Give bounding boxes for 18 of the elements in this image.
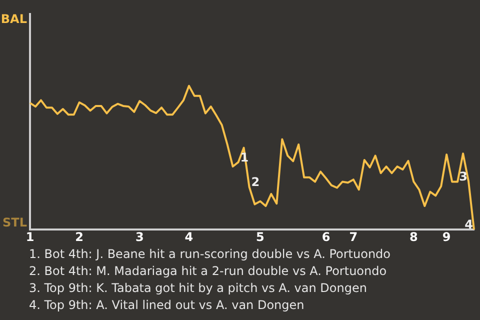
text: STL xyxy=(2,216,28,230)
x-tick-label: 5 xyxy=(256,230,264,244)
text: 3. Top 9th: K. Tabata got hit by a pitch vs A. van Dongen xyxy=(29,280,368,297)
text: 2. Bot 4th: M. Madariaga hit a 2-run double vs A. Portuondo xyxy=(29,263,388,280)
x-tick-label: 2 xyxy=(75,230,84,244)
x-tick-label: 9 xyxy=(442,230,451,244)
annotation: 2 xyxy=(251,175,260,190)
annotation: 4 xyxy=(464,218,473,232)
x-tick-label: 6 xyxy=(322,230,330,244)
x-tick-label: 3 xyxy=(135,230,144,244)
annotation: 3 xyxy=(459,169,468,184)
x-tick-label: 8 xyxy=(410,230,418,244)
x-tick-label: 1 xyxy=(26,230,34,244)
x-tick-label: 7 xyxy=(349,230,358,244)
text: 4. Top 9th: A. Vital lined out vs A. van Dongen xyxy=(29,297,306,314)
x-tick-label: 4 xyxy=(184,230,194,244)
text: 1. Bot 4th: J. Beane hit a run-scoring double vs A. Portuondo xyxy=(29,246,392,263)
text: BAL xyxy=(0,12,28,26)
